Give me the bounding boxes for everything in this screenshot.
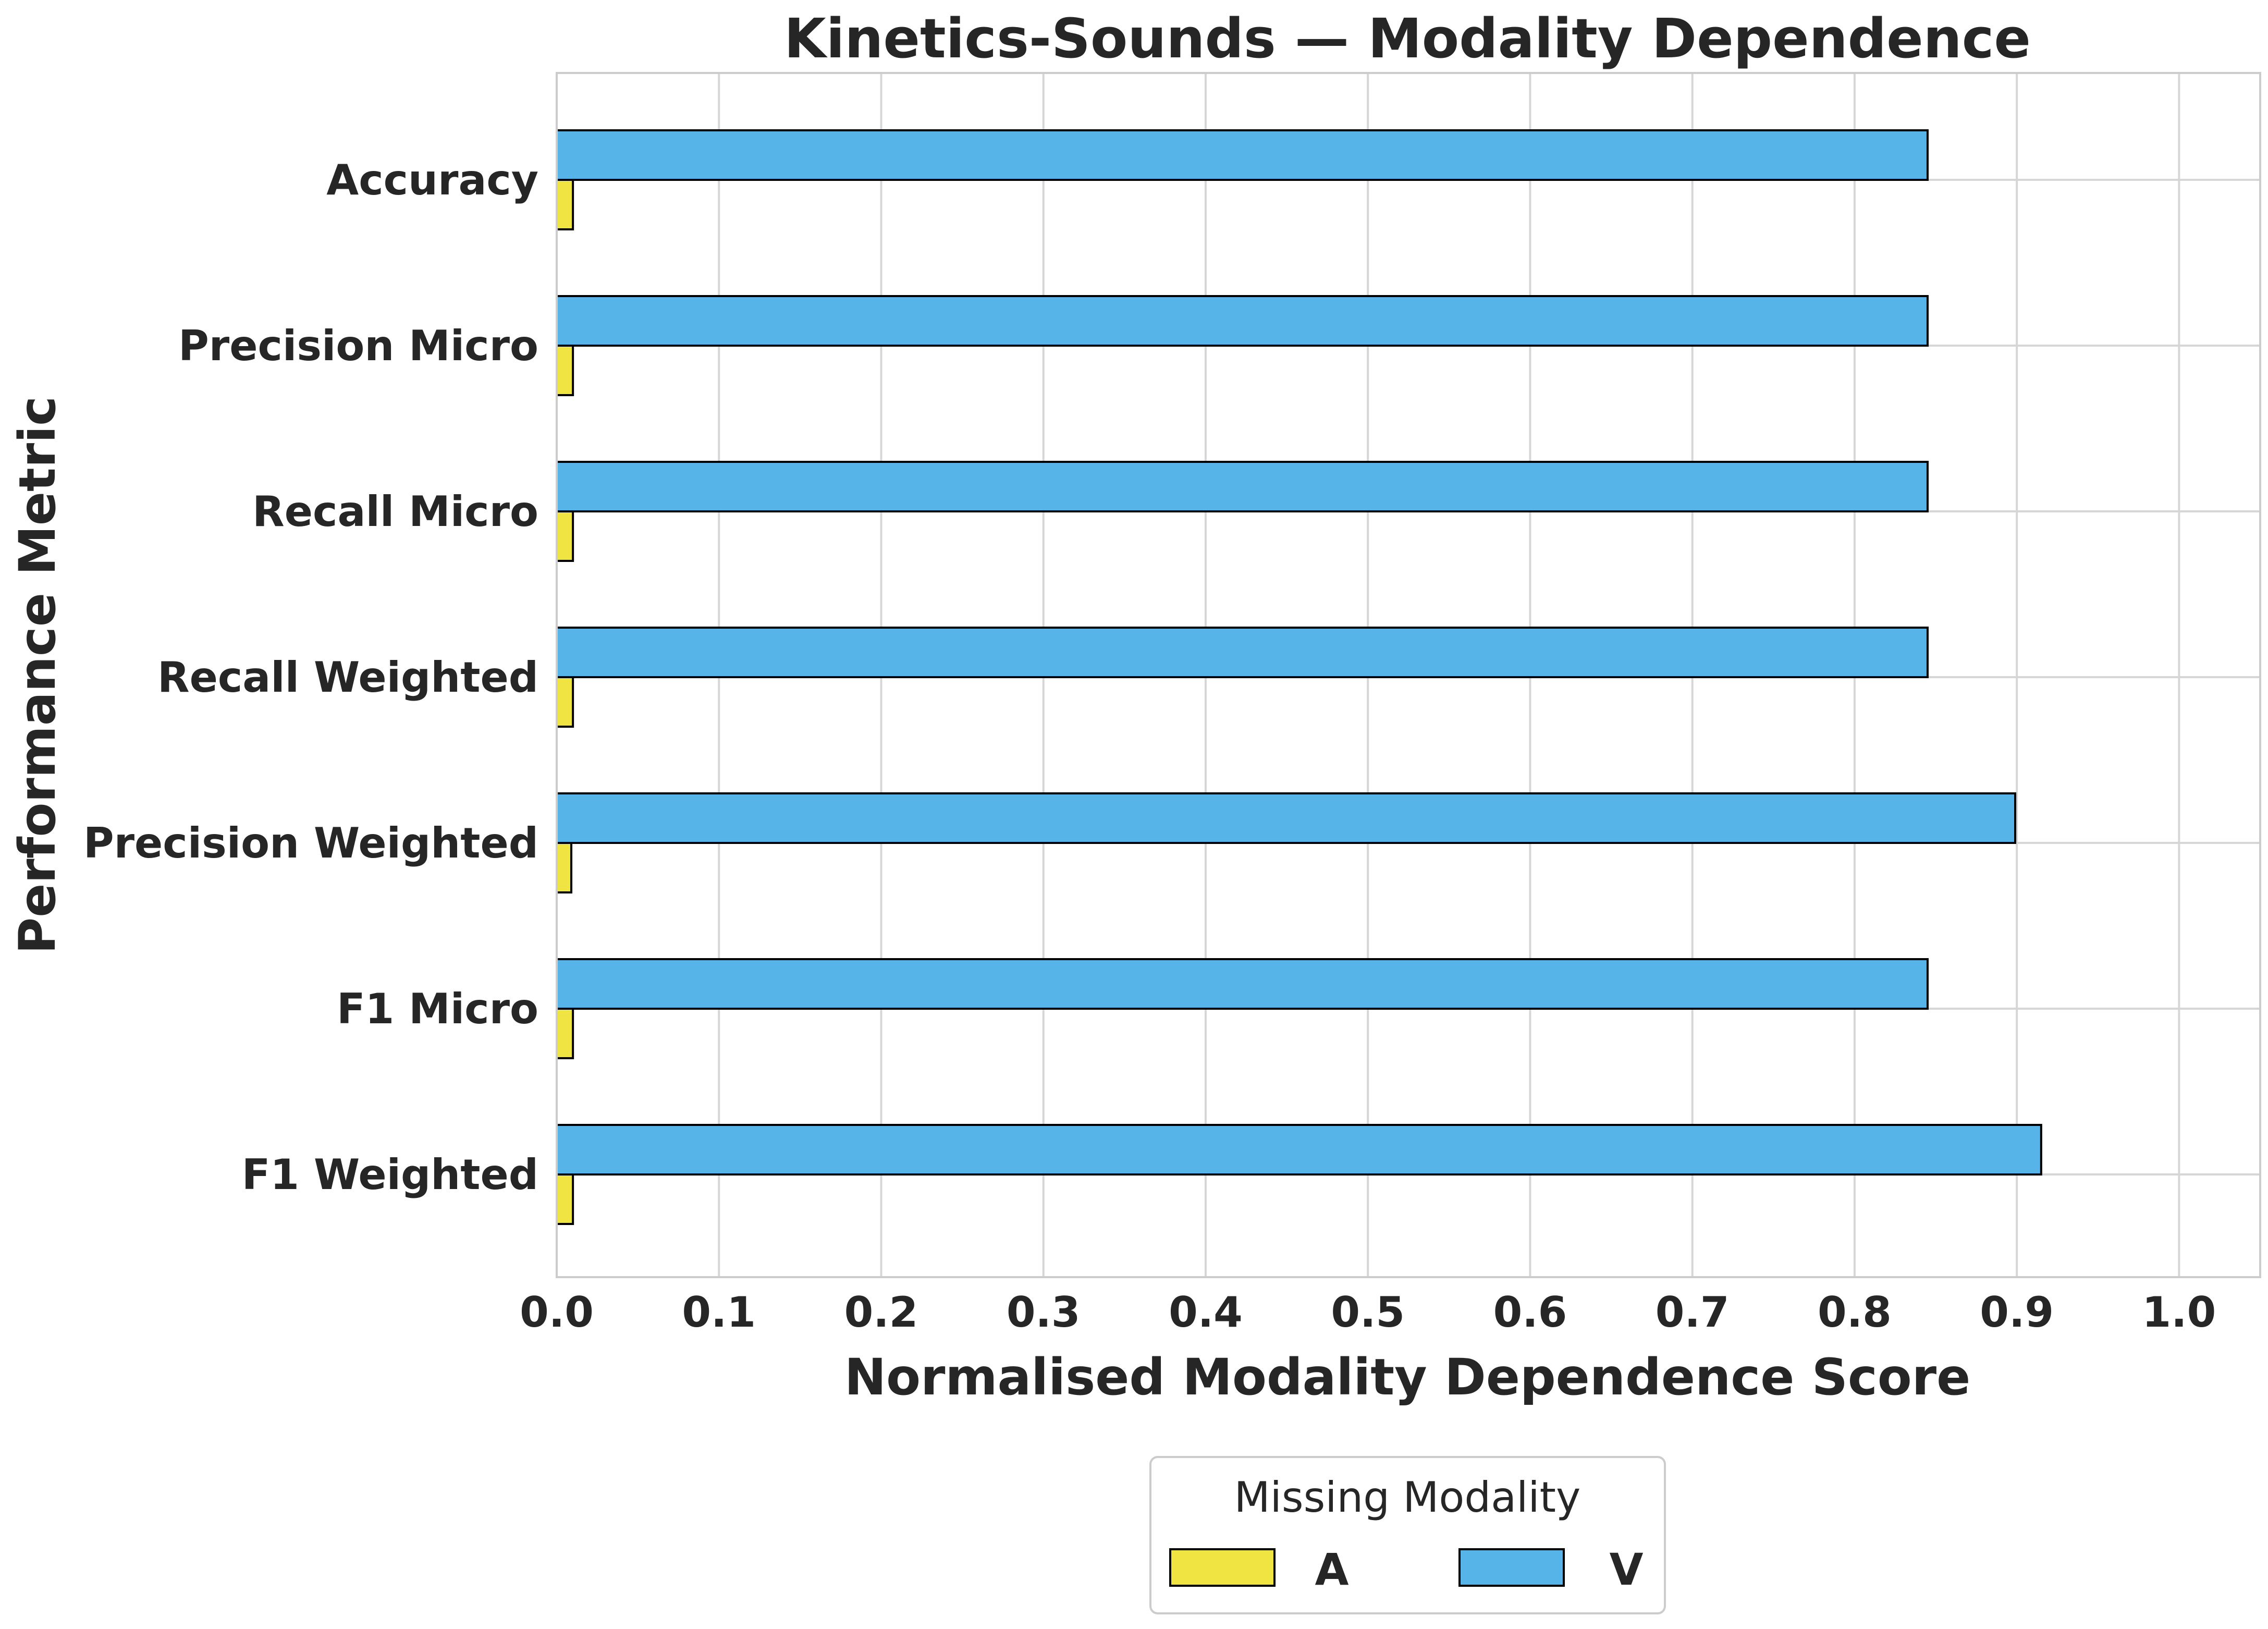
x-tick-label: 0.4: [1169, 1288, 1243, 1337]
bar-a: [556, 345, 574, 396]
x-tick-label: 0.7: [1656, 1288, 1730, 1337]
chart-title: Kinetics-Sounds — Modality Dependence: [784, 7, 2031, 70]
bar-v: [556, 129, 1929, 181]
x-tick-label: 0.6: [1493, 1288, 1567, 1337]
bar-a: [556, 842, 573, 893]
bar-v: [556, 1124, 2042, 1175]
x-tick-label: 0.0: [520, 1288, 594, 1337]
y-tick-label: F1 Weighted: [242, 1150, 538, 1199]
legend-swatch-v: [1458, 1548, 1565, 1587]
bar-v: [556, 958, 1929, 1010]
legend-swatch-a: [1169, 1548, 1276, 1587]
bar-v: [556, 295, 1929, 347]
x-tick-label: 0.5: [1331, 1288, 1405, 1337]
x-tick-label: 0.2: [844, 1288, 918, 1337]
bar-a: [556, 676, 574, 728]
x-tick-label: 1.0: [2142, 1288, 2216, 1337]
y-tick-label: Precision Weighted: [83, 819, 538, 867]
bar-a: [556, 510, 574, 562]
plot-frame: [556, 72, 2261, 1278]
y-tick-label: Recall Micro: [252, 487, 538, 536]
y-tick-label: Recall Weighted: [157, 653, 538, 702]
x-axis-label: Normalised Modality Dependence Score: [844, 1348, 1970, 1406]
legend: Missing Modality A V: [1149, 1456, 1666, 1614]
x-tick-label: 0.3: [1007, 1288, 1081, 1337]
y-tick-labels: Accuracy Precision Micro Recall Micro Recal…: [83, 156, 538, 1199]
y-tick-label: Accuracy: [326, 156, 538, 204]
bar-a: [556, 179, 574, 230]
x-tick-label: 0.8: [1818, 1288, 1892, 1337]
y-tick-label: F1 Micro: [337, 985, 538, 1033]
bar-v: [556, 461, 1929, 512]
bar-a: [556, 1008, 574, 1059]
bar-v: [556, 627, 1929, 678]
y-axis-label: Performance Metric: [8, 396, 67, 954]
x-tick-labels: 0.0 0.1 0.2 0.3 0.4 0.5 0.6 0.7 0.8 0.9 1.0: [520, 1288, 2216, 1337]
y-tick-label: Precision Micro: [178, 322, 538, 370]
bars: [556, 129, 2042, 1225]
bar-v: [556, 792, 2017, 844]
bar-a: [556, 1173, 574, 1225]
legend-label-v: V: [1609, 1544, 1643, 1595]
x-tick-label: 0.9: [1980, 1288, 2054, 1337]
legend-title: Missing Modality: [1234, 1473, 1581, 1522]
legend-label-a: A: [1315, 1544, 1348, 1595]
x-tick-label: 0.1: [682, 1288, 756, 1337]
